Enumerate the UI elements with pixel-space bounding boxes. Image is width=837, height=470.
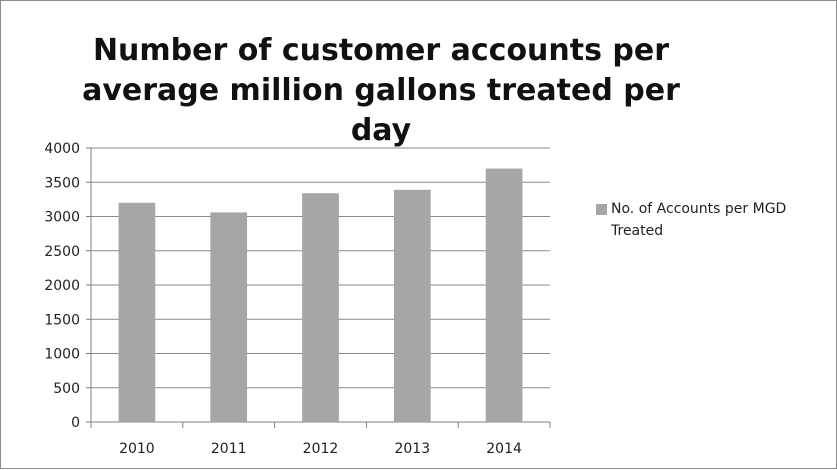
bar [393,189,431,422]
chart-title: Number of customer accounts per average … [82,33,680,148]
x-tick-label: 2012 [303,441,339,457]
x-tick-label: 2013 [394,441,430,457]
x-tick-label: 2010 [119,441,155,457]
y-tick-label: 4000 [44,141,80,157]
x-tick-label: 2014 [486,441,522,457]
x-tick-label: 2011 [211,441,247,457]
bar [118,202,156,422]
y-tick-label: 1000 [44,347,80,363]
y-tick-label: 1500 [44,312,80,328]
bar [485,168,523,422]
legend-label: No. of Accounts per MGD Treated [611,201,787,239]
bar [302,193,339,422]
legend-swatch [596,204,607,215]
y-tick-label: 3000 [44,210,80,226]
y-tick-label: 2000 [44,278,80,294]
y-tick-label: 500 [53,381,80,397]
y-tick-label: 2500 [44,244,80,260]
y-tick-label: 3500 [44,175,80,191]
bar [210,212,248,422]
y-tick-label: 0 [71,415,80,431]
